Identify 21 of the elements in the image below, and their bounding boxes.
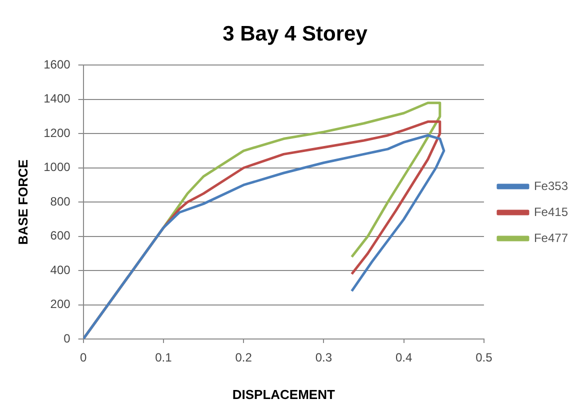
y-axis-title: BASE FORCE (15, 159, 30, 245)
x-tick-label: 0 (80, 350, 87, 365)
y-tick-label: 800 (50, 194, 71, 208)
y-tick-label: 1400 (44, 92, 71, 106)
x-tick-label: 0.5 (476, 350, 493, 365)
legend-label: Fe477 (534, 230, 568, 245)
y-tick-label: 400 (50, 262, 71, 277)
y-tick-label: 1000 (44, 160, 71, 174)
x-tick-label: 0.2 (235, 350, 252, 365)
x-tick-label: 0.3 (315, 350, 332, 365)
y-tick-label: 1200 (44, 126, 71, 140)
x-tick-label: 0.4 (395, 350, 413, 365)
legend-label: Fe415 (534, 204, 568, 219)
y-tick-label: 0 (64, 331, 71, 346)
y-tick-label: 200 (50, 297, 71, 312)
x-tick-label: 0.1 (155, 350, 172, 365)
x-axis-title: DISPLACEMENT (232, 386, 335, 402)
chart-title: 3 Bay 4 Storey (222, 22, 368, 46)
y-tick-label: 600 (50, 228, 71, 243)
legend-label: Fe353 (534, 178, 568, 193)
y-tick-label: 1600 (44, 58, 71, 72)
